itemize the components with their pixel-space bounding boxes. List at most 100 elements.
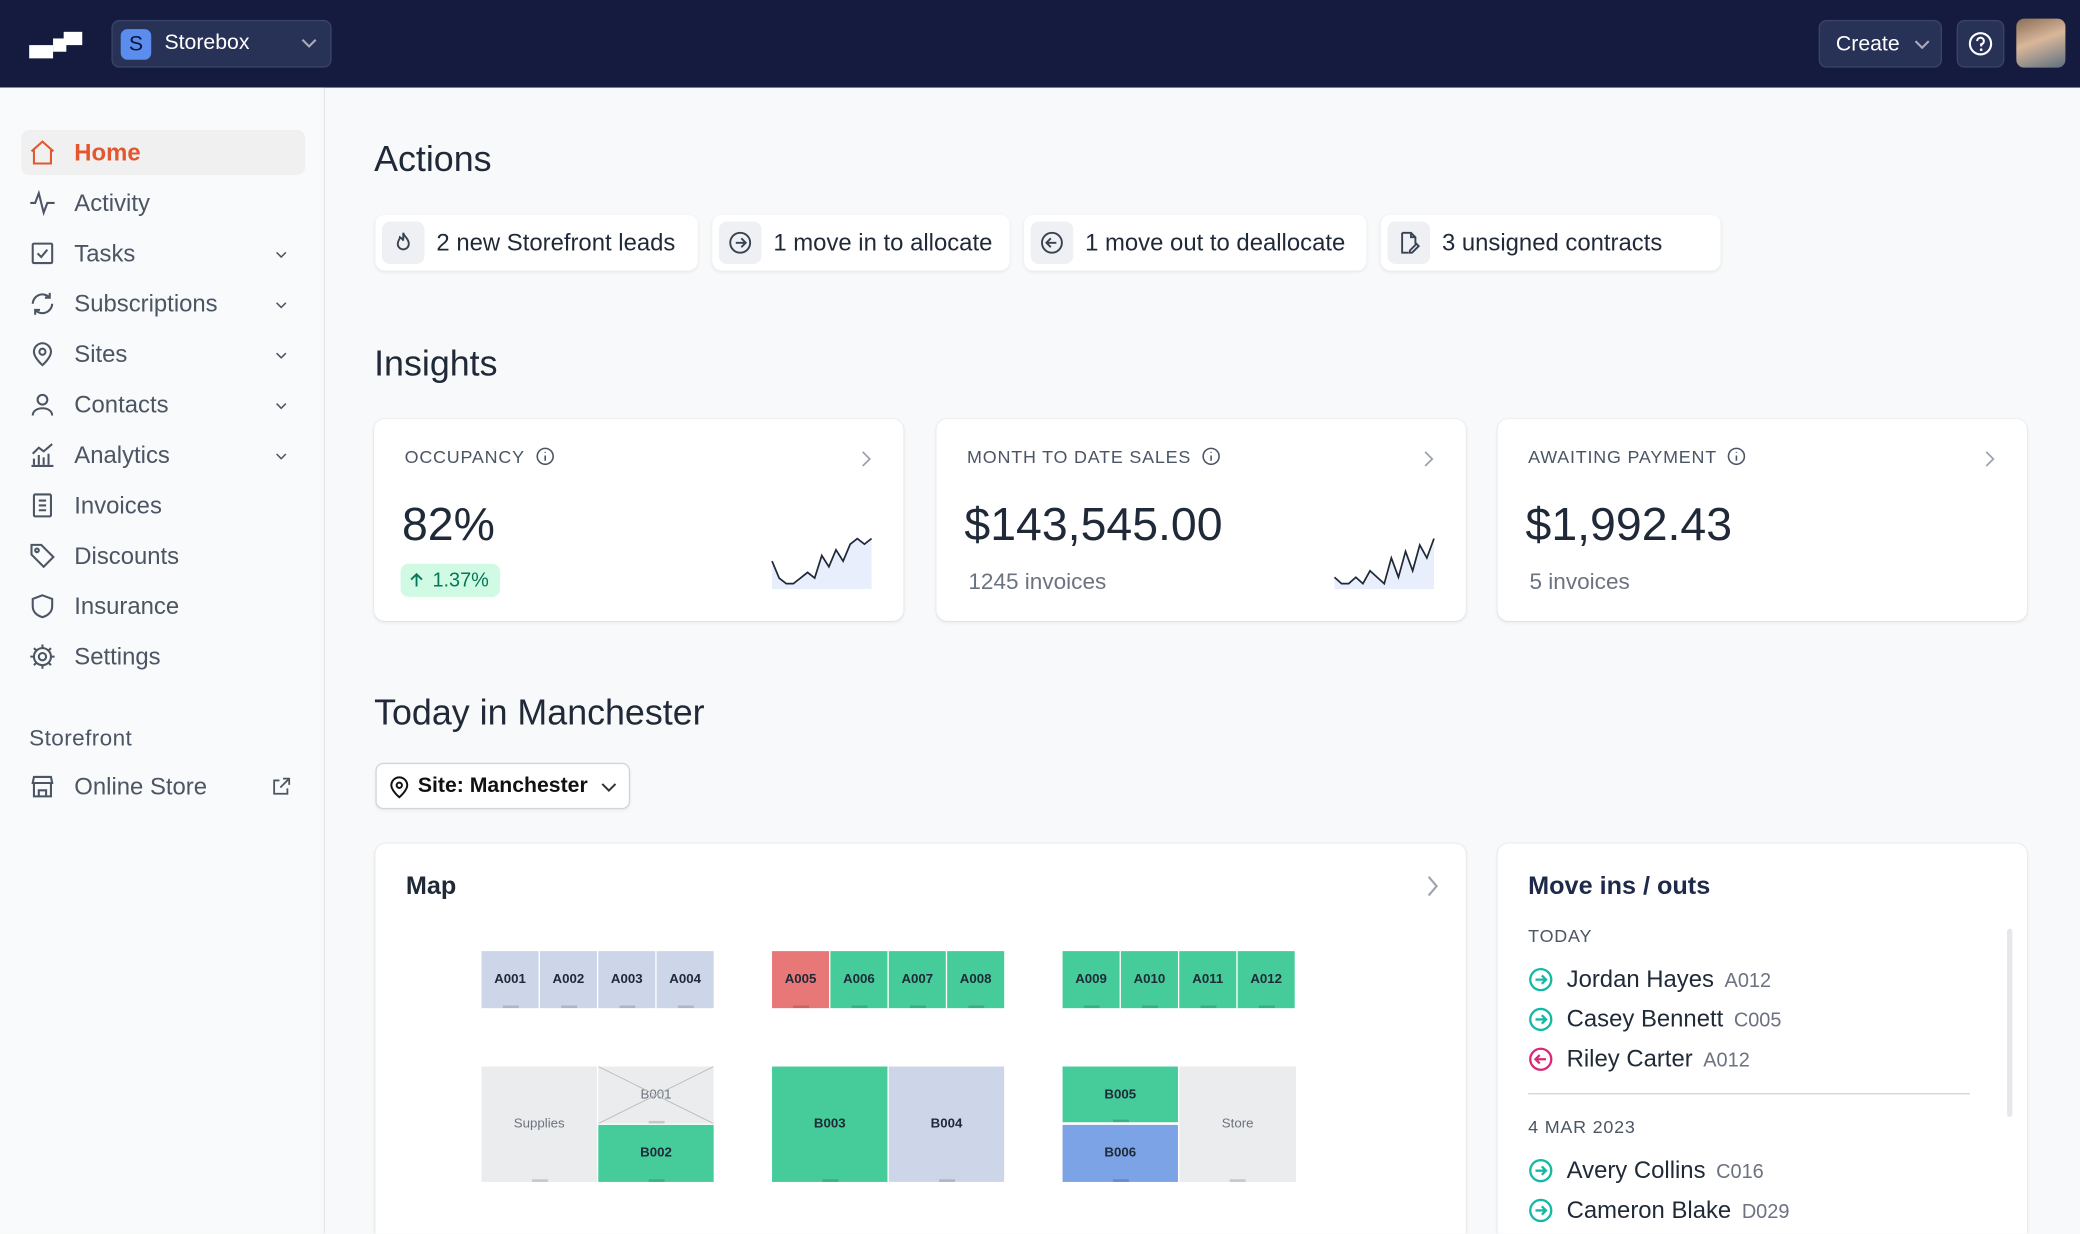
action-pill[interactable]: 2 new Storefront leads: [375, 214, 698, 271]
icon-part: [276, 403, 287, 410]
map-unit[interactable]: A003: [598, 951, 656, 1009]
icon-part: [1041, 231, 1063, 254]
move-entry[interactable]: Avery Collins C016: [1528, 1154, 1979, 1188]
icon-part: [598, 1066, 714, 1124]
map-unit[interactable]: A006: [830, 951, 888, 1009]
icon-part: [1427, 876, 1439, 897]
map-unit[interactable]: A010: [1120, 951, 1178, 1009]
move-entry[interactable]: Cameron Blake D029: [1528, 1194, 1979, 1228]
unit-door: [618, 1005, 635, 1009]
nav-item[interactable]: Invoices: [21, 483, 305, 528]
map-unit[interactable]: B004: [888, 1066, 1005, 1182]
action-pill[interactable]: 1 move out to deallocate: [1024, 214, 1367, 271]
move-entry[interactable]: Riley Carter A012: [1528, 1043, 1979, 1077]
insight-card[interactable]: MONTH TO DATE SALES $143,545.00 1245 invoi…: [936, 419, 1466, 621]
icon-part: [53, 38, 67, 52]
unit-door: [967, 1005, 984, 1009]
nav-item[interactable]: Activity: [21, 180, 305, 225]
nav-label: Discounts: [74, 542, 180, 570]
logo[interactable]: [29, 31, 83, 59]
scrollbar[interactable]: [2007, 928, 2013, 1117]
icon-part: [1985, 451, 1995, 467]
sidebar: Storefront Home Activity Tasks Subscription…: [0, 87, 325, 1234]
nav-item[interactable]: Tasks: [21, 231, 305, 276]
icon-part: [390, 776, 409, 799]
icon-part: [396, 232, 410, 251]
avatar[interactable]: [2016, 18, 2066, 68]
move-entry[interactable]: Jordan Hayes A012: [1528, 963, 1979, 997]
chevron-right[interactable]: [1426, 876, 1439, 897]
map-unit[interactable]: Supplies: [481, 1066, 597, 1182]
icon-part: [31, 407, 54, 416]
map-unit[interactable]: B005: [1062, 1066, 1178, 1123]
move-icon: [1529, 1047, 1553, 1071]
nav-item[interactable]: Contacts: [21, 382, 305, 427]
icon-part: [32, 493, 52, 518]
chevron-right: [1424, 451, 1434, 467]
move-icon: [1529, 1159, 1553, 1183]
map-unit[interactable]: B006: [1062, 1124, 1178, 1182]
nav-label: Online Store: [74, 773, 208, 800]
chevron: [276, 302, 287, 309]
chevron: [601, 783, 617, 793]
change-value: 1.37%: [432, 569, 489, 592]
map-unit[interactable]: B001: [598, 1066, 714, 1124]
nav-item[interactable]: Discounts: [21, 533, 305, 578]
icon-part: [36, 249, 49, 259]
map-unit[interactable]: A001: [481, 951, 539, 1009]
site-select[interactable]: Site: Manchester: [375, 762, 631, 810]
icon-part: [276, 302, 287, 309]
icon-part: [735, 237, 748, 248]
help-button[interactable]: [1956, 19, 2005, 68]
map-unit[interactable]: A004: [656, 951, 714, 1009]
nav-item[interactable]: Home: [21, 129, 306, 176]
icon-part: [1535, 1165, 1548, 1176]
nav-item[interactable]: Subscriptions: [21, 281, 305, 326]
insight-label: OCCUPANCY: [404, 447, 525, 467]
map-unit[interactable]: A011: [1179, 951, 1237, 1009]
action-icon-box: [1030, 221, 1074, 264]
insight-card[interactable]: OCCUPANCY 82% 1.37%: [374, 419, 904, 621]
icon-part: [1529, 1159, 1553, 1183]
move-icon: [1529, 1007, 1553, 1032]
card-title: Move ins / outs: [1528, 872, 1711, 901]
map-unit[interactable]: A002: [539, 951, 597, 1009]
unit-door: [1199, 1005, 1216, 1009]
chevron: [301, 39, 317, 48]
unit-door: [1112, 1119, 1129, 1123]
workspace-switcher[interactable]: S Storebox: [111, 19, 332, 68]
nav-icon: [31, 443, 54, 467]
nav-item[interactable]: Insurance: [21, 584, 305, 629]
icon-part: [31, 443, 54, 467]
chevron: [276, 453, 287, 460]
map-unit[interactable]: A009: [1062, 951, 1120, 1009]
icon-part: [29, 45, 54, 59]
icon-part: [536, 447, 554, 466]
insight-card[interactable]: AWAITING PAYMENT $1,992.43 5 invoices: [1497, 419, 2027, 621]
map-unit[interactable]: A008: [947, 951, 1005, 1009]
nav-item[interactable]: Settings: [21, 634, 305, 679]
nav-item[interactable]: Analytics: [21, 432, 305, 477]
insight-sub: 1245 invoices: [968, 569, 1107, 595]
pin-icon: [390, 776, 409, 799]
map-unit[interactable]: A012: [1237, 951, 1295, 1009]
nav-label: Subscriptions: [74, 290, 218, 318]
action-pill[interactable]: 3 unsigned contracts: [1380, 214, 1721, 271]
icon-part: [1535, 974, 1548, 985]
nav-item[interactable]: Sites: [21, 332, 305, 377]
nav-item[interactable]: Online Store: [21, 764, 305, 809]
chevron: [1914, 40, 1930, 50]
map-unit[interactable]: B003: [772, 1066, 888, 1182]
map-unit[interactable]: A007: [888, 951, 946, 1009]
map-unit[interactable]: Store: [1179, 1066, 1297, 1182]
map-unit[interactable]: B002: [598, 1124, 714, 1182]
action-pill[interactable]: 1 move in to allocate: [712, 214, 1010, 271]
move-name: Cameron Blake: [1566, 1196, 1732, 1224]
icon-part: [729, 231, 752, 254]
map-unit[interactable]: A005: [772, 951, 830, 1009]
move-entry[interactable]: Casey Bennett C005: [1528, 1003, 1979, 1037]
icon-part: [32, 342, 52, 367]
create-button[interactable]: Create: [1818, 19, 1943, 68]
